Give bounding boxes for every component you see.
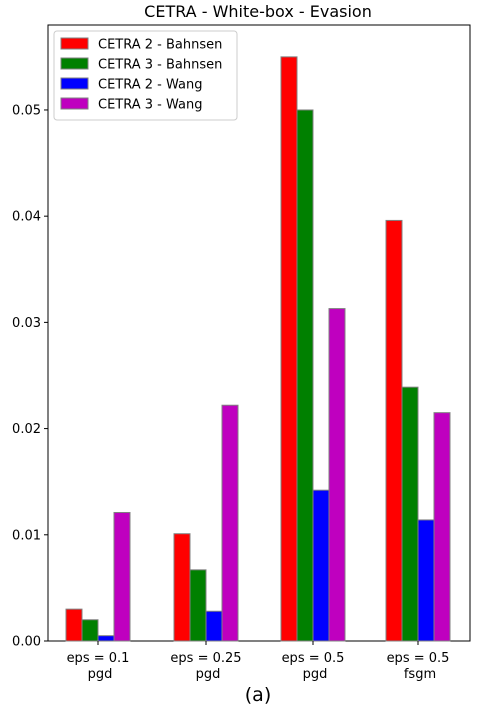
bar-4-2 (221, 404, 239, 642)
x-tick-label: eps = 0.5 fsgm (387, 651, 450, 682)
chart-caption: (a) (245, 684, 271, 706)
bar-1-1 (65, 608, 83, 642)
y-tick-label: 0.03 (12, 316, 41, 331)
legend-swatch (60, 57, 89, 70)
legend-box (53, 30, 238, 121)
chart-title: CETRA - White-box - Evasion (144, 2, 372, 21)
bar-2-3 (296, 109, 314, 642)
y-tick-label: 0.05 (12, 103, 41, 118)
bar-1-3 (280, 56, 298, 642)
y-axis: 0.00 0.01 0.02 0.03 0.04 0.05 (12, 103, 48, 650)
legend-label: CETRA 3 - Wang (98, 98, 202, 113)
legend-swatch (60, 97, 89, 110)
plot-frame (47, 24, 471, 642)
legend-label: CETRA 2 - Bahnsen (98, 38, 222, 53)
bar-4-3 (328, 308, 346, 642)
bar-2-2 (189, 569, 207, 642)
bar-3-4 (417, 519, 435, 642)
y-tick-label: 0.04 (12, 210, 41, 225)
legend-label: CETRA 3 - Bahnsen (98, 58, 222, 73)
legend-swatch (60, 37, 89, 50)
bar-4-4 (433, 412, 451, 642)
y-tick-label: 0.00 (12, 635, 41, 650)
bar-2-1 (81, 619, 99, 642)
x-tick-label: eps = 0.1 pgd (67, 651, 130, 682)
x-axis: eps = 0.1 pgd eps = 0.25 pgd eps = 0.5 pgd eps… (67, 641, 450, 682)
legend-swatch (60, 77, 89, 90)
legend: CETRA 2 - Bahnsen CETRA 3 - Bahnsen CETRA … (53, 30, 238, 121)
x-tick-label: eps = 0.5 pgd (282, 651, 345, 682)
bar-3-1 (97, 635, 115, 642)
bars-group (65, 56, 451, 642)
bar-1-2 (173, 533, 191, 642)
x-tick-label: eps = 0.25 pgd (170, 651, 241, 682)
bar-3-2 (205, 610, 223, 642)
y-tick-label: 0.01 (12, 528, 41, 543)
bar-4-1 (113, 511, 131, 642)
bar-3-3 (312, 489, 330, 642)
bar-1-4 (385, 219, 403, 642)
legend-label: CETRA 2 - Wang (98, 78, 202, 93)
y-tick-label: 0.02 (12, 422, 41, 437)
bar-2-4 (401, 386, 419, 642)
